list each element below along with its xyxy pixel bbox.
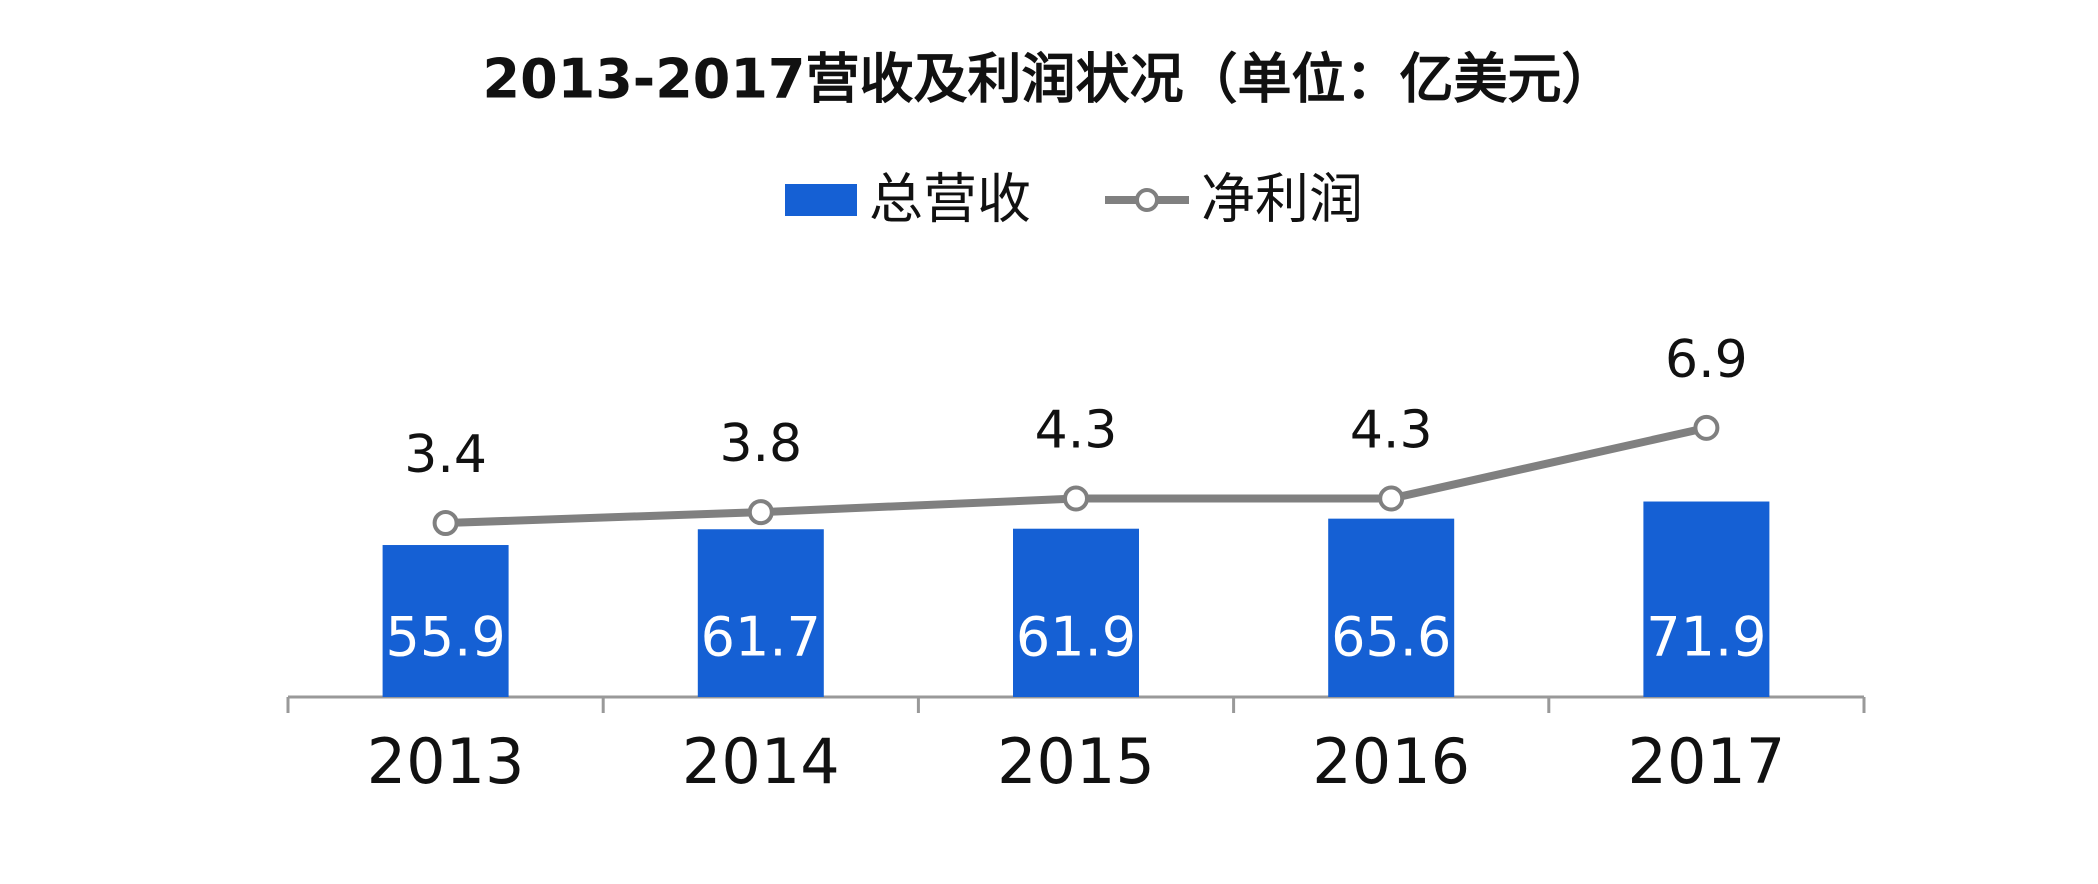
bar-value-label: 55.9 [385, 606, 505, 669]
x-tick-label: 2016 [1312, 725, 1470, 798]
x-tick-label: 2013 [367, 725, 525, 798]
x-tick-label: 2015 [997, 725, 1155, 798]
bar [1328, 518, 1455, 697]
line-value-label: 4.3 [1350, 401, 1433, 461]
line-value-label: 4.3 [1035, 401, 1118, 461]
chart-title: 2013-2017营收及利润状况（单位：亿美元） [483, 48, 1616, 111]
bar [697, 529, 824, 697]
bar-value-label: 61.9 [1016, 606, 1136, 669]
x-tick-label: 2017 [1628, 725, 1786, 798]
bar [382, 545, 509, 697]
line-marker [747, 499, 774, 526]
line-marker [1063, 485, 1089, 512]
bar-value-label: 65.6 [1331, 606, 1451, 669]
bar [1013, 528, 1139, 697]
x-tick-label: 2014 [682, 725, 840, 798]
legend-marker [1135, 188, 1159, 212]
bar-value-label: 61.7 [701, 606, 821, 669]
line-value-label: 3.4 [404, 425, 487, 485]
legend-label: 净利润 [1201, 168, 1363, 231]
legend-label: 总营收 [869, 168, 1031, 231]
legend: 总营收 净利润 [785, 168, 1363, 231]
line-marker [1378, 485, 1405, 512]
line-value-label: 6.9 [1665, 330, 1748, 390]
line-marker [1693, 414, 1720, 441]
line-marker [432, 510, 459, 536]
line-value-label: 3.8 [719, 414, 802, 474]
bar [1643, 501, 1770, 697]
legend-swatch [785, 184, 857, 216]
bar-value-label: 71.9 [1646, 606, 1766, 669]
